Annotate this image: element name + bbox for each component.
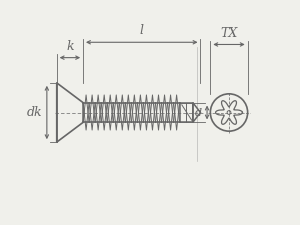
- Text: l: l: [140, 25, 144, 37]
- Text: k: k: [66, 40, 74, 53]
- Text: dk: dk: [26, 106, 42, 119]
- Text: d: d: [195, 108, 202, 117]
- Text: TX: TX: [220, 27, 238, 40]
